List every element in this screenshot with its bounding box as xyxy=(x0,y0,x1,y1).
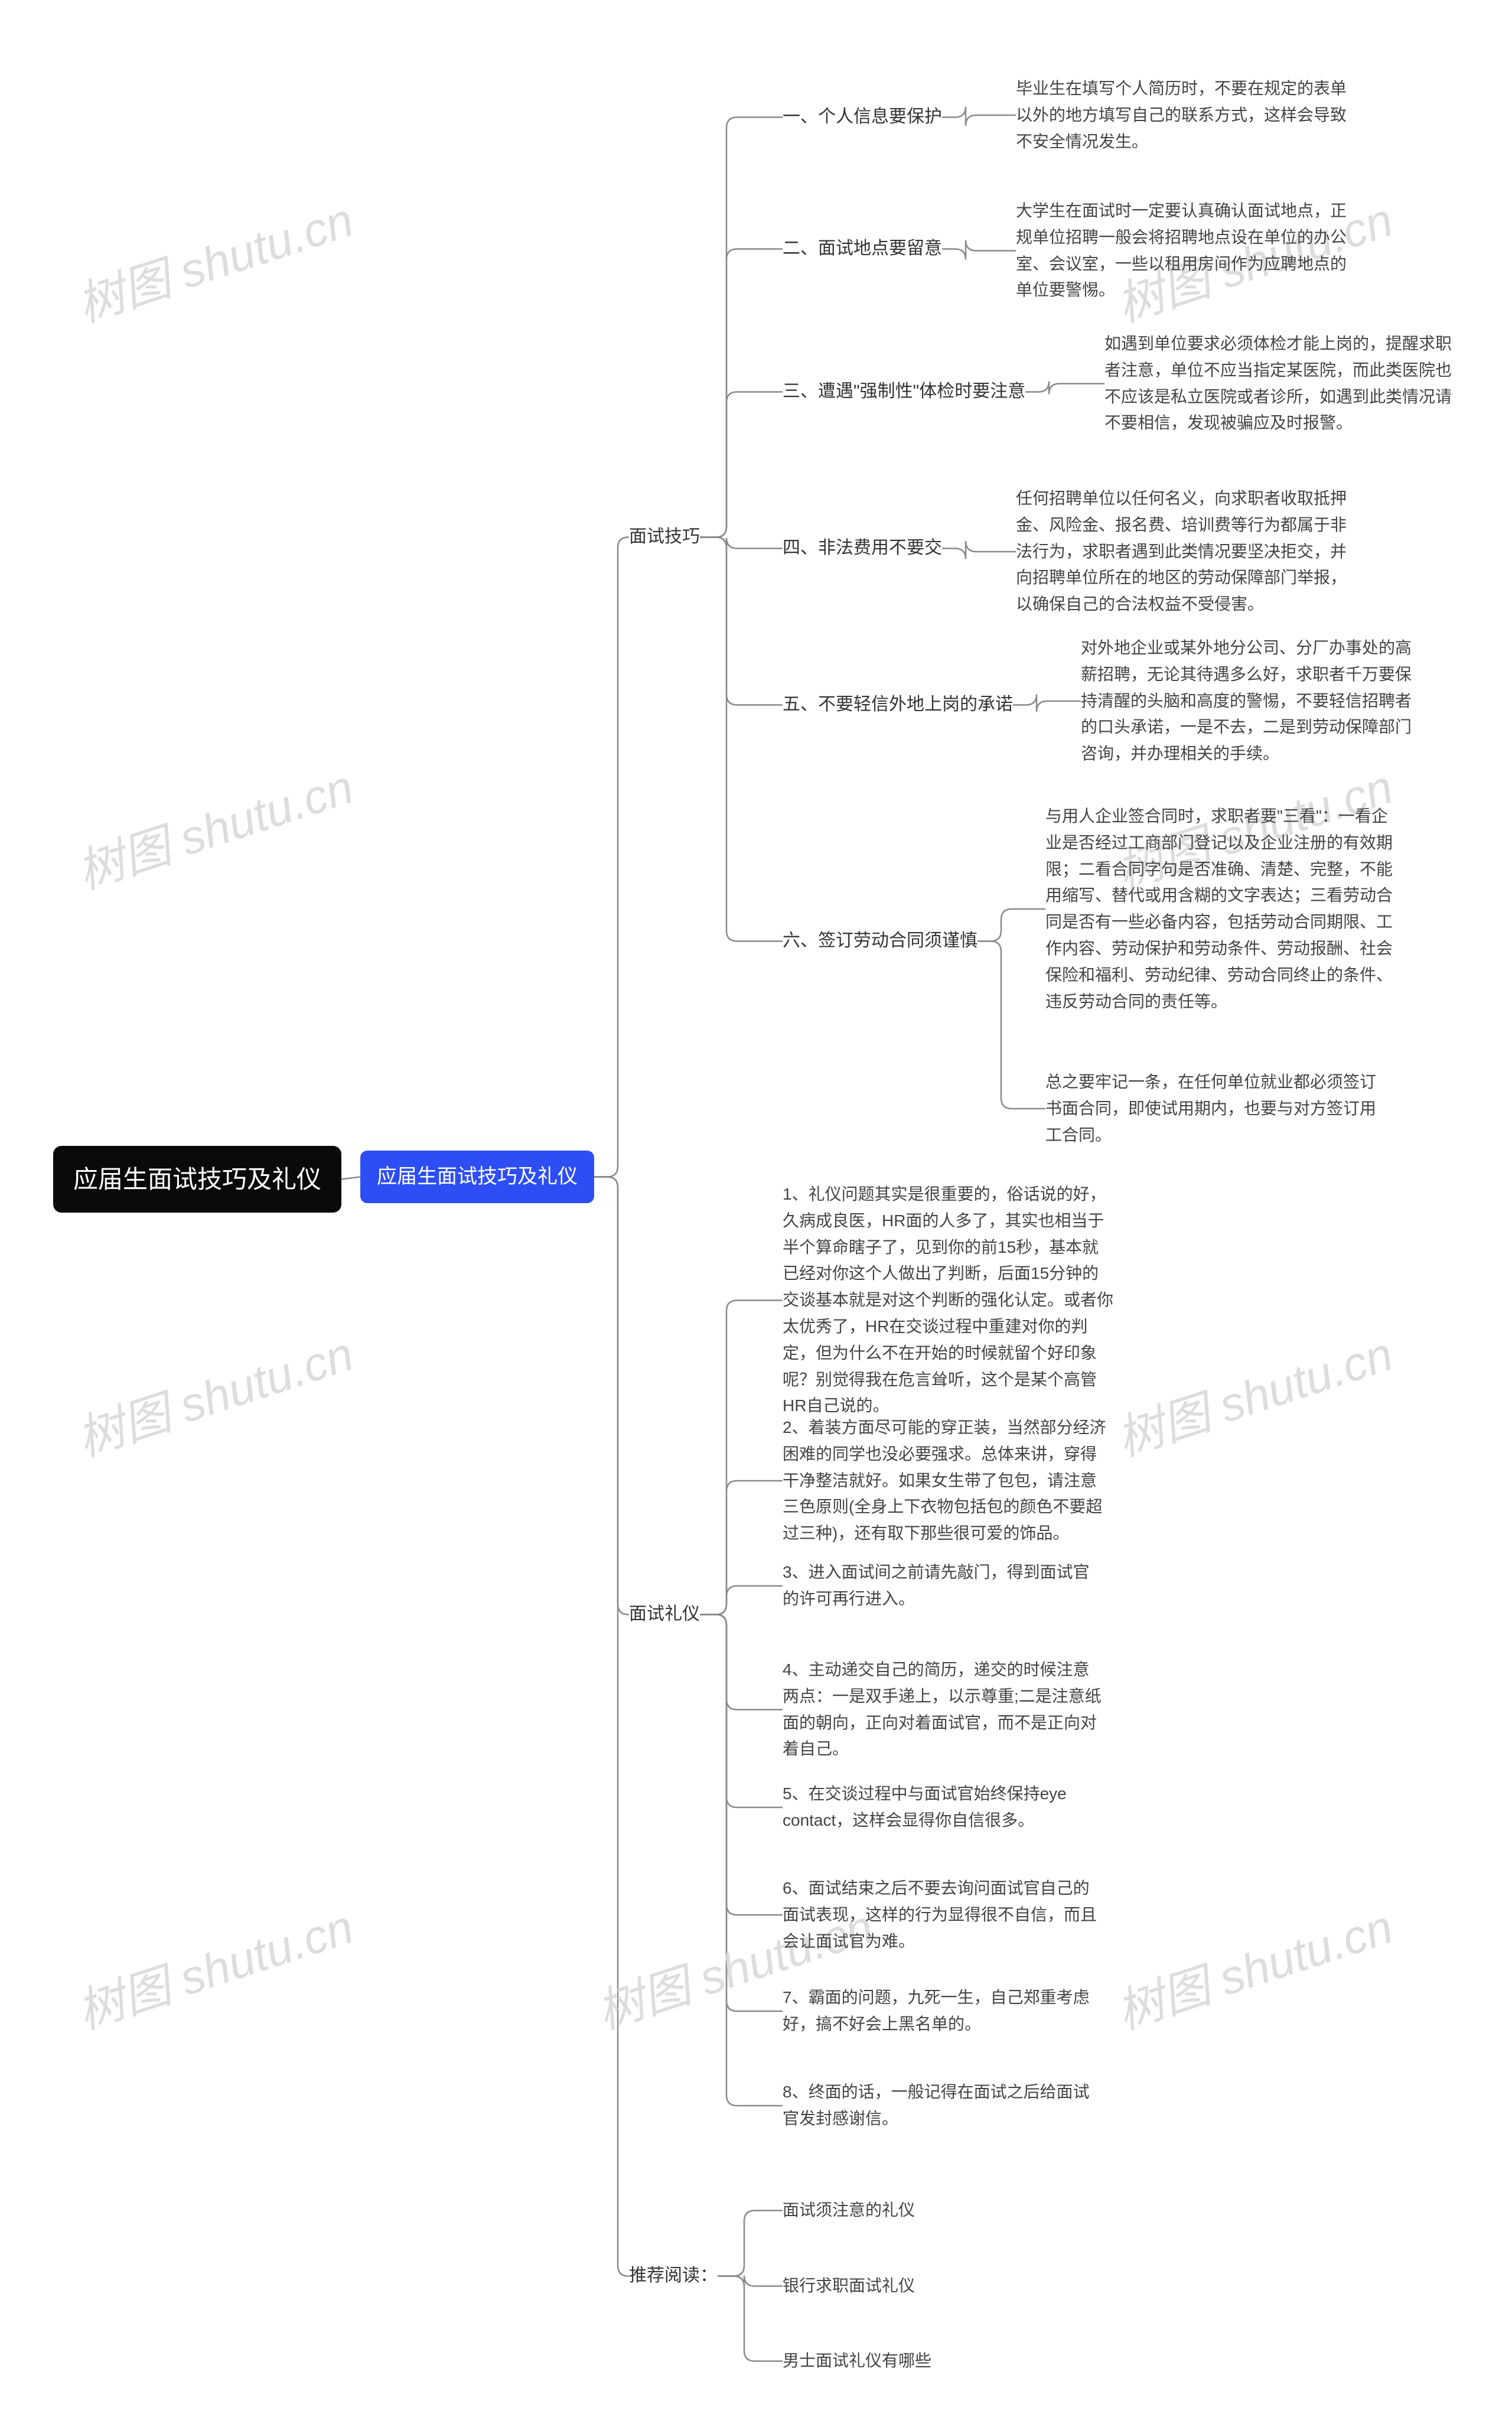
sub-root-node: 应届生面试技巧及礼仪 xyxy=(360,1151,594,1203)
watermark: 树图 shutu.cn xyxy=(1107,1889,1400,2042)
node-b3c2: 银行求职面试礼仪 xyxy=(783,2273,915,2299)
node-b2c8: 8、终面的话，一般记得在面试之后给面试官发封感谢信。 xyxy=(783,2079,1102,2132)
leaf-b1c1l1: 毕业生在填写个人简历时，不要在规定的表单以外的地方填写自己的联系方式，这样会导致… xyxy=(1016,76,1347,155)
leaf-b1c4l1: 任何招聘单位以任何名义，向求职者收取抵押金、风险金、报名费、培训费等行为都属于非… xyxy=(1016,486,1353,618)
node-b2c4: 4、主动递交自己的简历，递交的时候注意两点：一是双手递上，以示尊重;二是注意纸面… xyxy=(783,1657,1102,1763)
node-b2c1: 1、礼仪问题其实是很重要的，俗话说的好，久病成良医，HR面的人多了，其实也相当于… xyxy=(783,1181,1113,1419)
branch-b3: 推荐阅读： xyxy=(629,2262,718,2290)
node-b1c2: 二、面试地点要留意 xyxy=(783,235,942,263)
leaf-b1c3l1: 如遇到单位要求必须体检才能上岗的，提醒求职者注意，单位不应当指定某医院，而此类医… xyxy=(1104,331,1453,436)
watermark: 树图 shutu.cn xyxy=(67,1316,361,1470)
watermark: 树图 shutu.cn xyxy=(67,749,361,903)
leaf-b1c2l1: 大学生在面试时一定要认真确认面试地点，正规单位招聘一般会将招聘地点设在单位的办公… xyxy=(1016,198,1347,304)
branch-b2: 面试礼仪 xyxy=(629,1601,700,1628)
watermark: 树图 shutu.cn xyxy=(67,182,361,335)
leaf-b1c6l1: 与用人企业签合同时，求职者要"三看"：一看企业是否经过工商部门登记以及企业注册的… xyxy=(1045,803,1394,1015)
node-b1c4: 四、非法费用不要交 xyxy=(783,535,942,562)
leaf-b1c6l2: 总之要牢记一条，在任何单位就业都必须签订书面合同，即使试用期内，也要与对方签订用… xyxy=(1045,1069,1382,1148)
node-b1c5: 五、不要轻信外地上岗的承诺 xyxy=(783,691,1013,719)
mindmap-canvas: 树图 shutu.cn 树图 shutu.cn 树图 shutu.cn 树图 shut… xyxy=(0,0,1512,2414)
node-b3c3: 男士面试礼仪有哪些 xyxy=(783,2348,931,2374)
leaf-b1c5l1: 对外地企业或某外地分公司、分厂办事处的高薪招聘，无论其待遇多么好，求职者千万要保… xyxy=(1081,635,1412,767)
node-b2c5: 5、在交谈过程中与面试官始终保持eye contact，这样会显得你自信很多。 xyxy=(783,1781,1104,1834)
watermark: 树图 shutu.cn xyxy=(1107,1316,1400,1470)
node-b2c6: 6、面试结束之后不要去询问面试官自己的面试表现，这样的行为显得很不自信，而且会让… xyxy=(783,1875,1102,1954)
node-b2c2: 2、着装方面尽可能的穿正装，当然部分经济困难的同学也没必要强求。总体来讲，穿得干… xyxy=(783,1415,1107,1547)
node-b1c3: 三、遭遇"强制性"体检时要注意 xyxy=(783,378,1025,406)
root-node: 应届生面试技巧及礼仪 xyxy=(53,1146,341,1213)
node-b1c1: 一、个人信息要保护 xyxy=(783,103,942,131)
node-b2c7: 7、霸面的问题，九死一生，自己郑重考虑好，搞不好会上黑名单的。 xyxy=(783,1985,1102,2038)
watermark: 树图 shutu.cn xyxy=(67,1889,361,2042)
branch-b1: 面试技巧 xyxy=(629,523,700,551)
node-b2c3: 3、进入面试间之前请先敲门，得到面试官的许可再行进入。 xyxy=(783,1559,1102,1612)
node-b1c6: 六、签订劳动合同须谨慎 xyxy=(783,927,977,955)
node-b3c1: 面试须注意的礼仪 xyxy=(783,2197,915,2224)
